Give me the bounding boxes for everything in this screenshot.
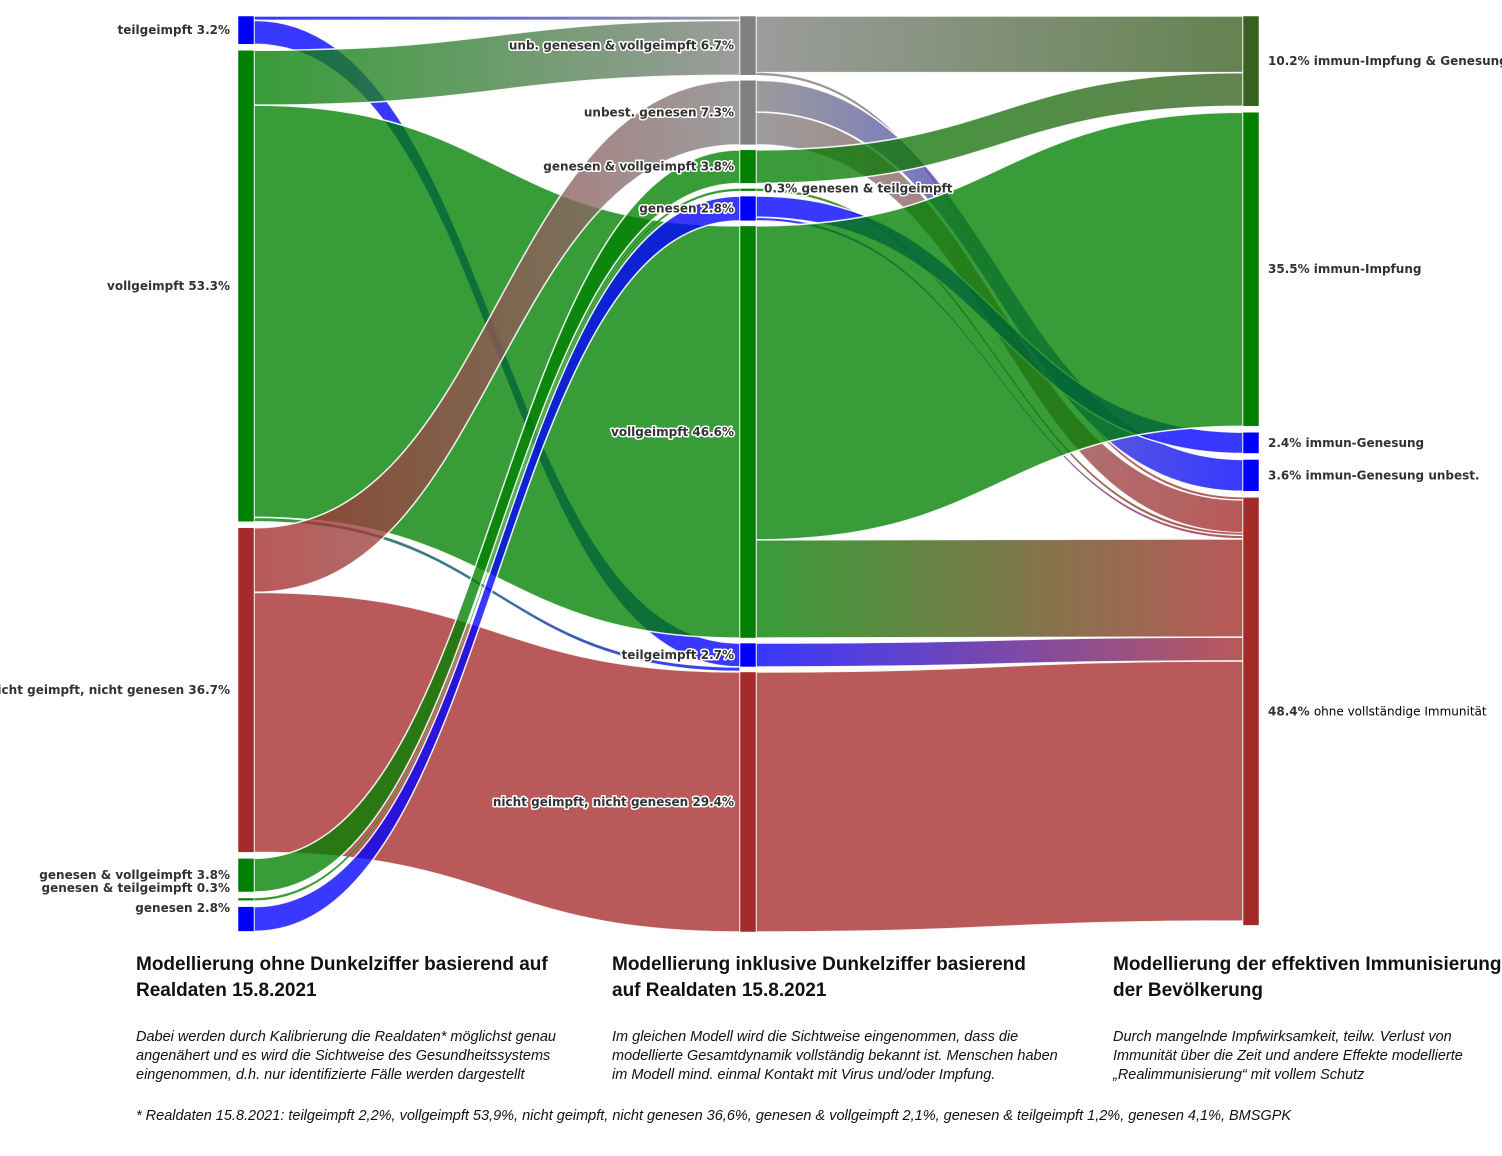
node-b_teil: [739, 642, 757, 668]
stage-3-description: Durch mangelnde Impfwirksamkeit, teilw. …: [1113, 1029, 1463, 1083]
node-c_gen: [1242, 431, 1260, 454]
stage-2-description: Im gleichen Modell wird die Sichtweise e…: [612, 1029, 1058, 1083]
footnote: * Realdaten 15.8.2021: teilgeimpft 2,2%,…: [136, 1108, 1292, 1124]
stage-1-description: Dabei werden durch Kalibrierung die Real…: [136, 1029, 556, 1083]
node-c_genu: [1242, 459, 1260, 492]
node-a_teil: [237, 15, 255, 45]
node-a_nicht: [237, 527, 255, 853]
node-c_ig: [1242, 15, 1260, 107]
stage-3-title: Modellierung der effektiven Immunisierun…: [1113, 954, 1502, 1001]
label-c_ig: 10.2% immun-Impfung & Genesung: [1268, 54, 1502, 68]
label-b_gt: 0.3% genesen & teilgeimpft: [764, 181, 953, 195]
label-a_voll: vollgeimpft 53.3%: [107, 279, 230, 293]
flow-b_ugv-to-c_ig: [755, 15, 1244, 74]
node-b_voll: [739, 225, 757, 639]
stage-1-title: Modellierung ohne Dunkelziffer basierend…: [136, 954, 548, 1001]
node-b_ug: [739, 80, 757, 146]
node-a_gt: [237, 897, 255, 901]
stage-2-title: Modellierung inklusive Dunkelziffer basi…: [612, 954, 1026, 1001]
node-a_gen: [237, 906, 255, 932]
flow-b_voll-to-c_ohne: [755, 538, 1244, 639]
node-a_gv: [237, 858, 255, 893]
node-b_gv: [739, 149, 757, 184]
label-b_teil: teilgeimpft 2.7%: [622, 648, 734, 662]
flow-a_teil-to-b_ugv: [253, 15, 741, 22]
label-c_ohne: 48.4% ohne vollständige Immunität: [1268, 704, 1487, 718]
node-c_ii: [1242, 111, 1260, 427]
flow-b_nicht-to-c_ohne: [755, 660, 1244, 933]
label-b_gen: genesen 2.8%: [639, 201, 734, 215]
label-a_gv: genesen & vollgeimpft 3.8%: [39, 868, 230, 882]
flow-a_voll-to-b_ugv: [253, 19, 741, 106]
node-a_voll: [237, 50, 255, 523]
label-a_teil: teilgeimpft 3.2%: [118, 23, 230, 37]
label-b_voll: vollgeimpft 46.6%: [611, 425, 734, 439]
label-b_nicht: nicht geimpft, nicht genesen 29.4%: [493, 795, 734, 809]
label-b_gv: genesen & vollgeimpft 3.8%: [543, 160, 734, 174]
label-b_ug: unbest. genesen 7.3%: [584, 106, 734, 120]
label-c_gen: 2.4% immun-Genesung: [1268, 436, 1424, 450]
node-b_ugv: [739, 15, 757, 76]
label-c_genu: 3.6% immun-Genesung unbest.: [1268, 468, 1480, 482]
node-b_gt: [739, 188, 757, 192]
sankey-chart: teilgeimpft 3.2% vollgeimpft 53.3% nicht g…: [0, 15, 1502, 933]
label-c_ii: 35.5% immun-Impfung: [1268, 262, 1421, 276]
node-b_nicht: [739, 671, 757, 933]
label-b_ugv: unb. genesen & vollgeimpft 6.7%: [509, 39, 734, 53]
node-b_gen: [739, 195, 757, 222]
label-a_gt: genesen & teilgeimpft 0.3%: [41, 881, 230, 895]
node-c_ohne: [1242, 497, 1260, 926]
label-a_nicht: nicht geimpft, nicht genesen 36.7%: [0, 683, 230, 697]
label-a_gen: genesen 2.8%: [135, 901, 230, 915]
